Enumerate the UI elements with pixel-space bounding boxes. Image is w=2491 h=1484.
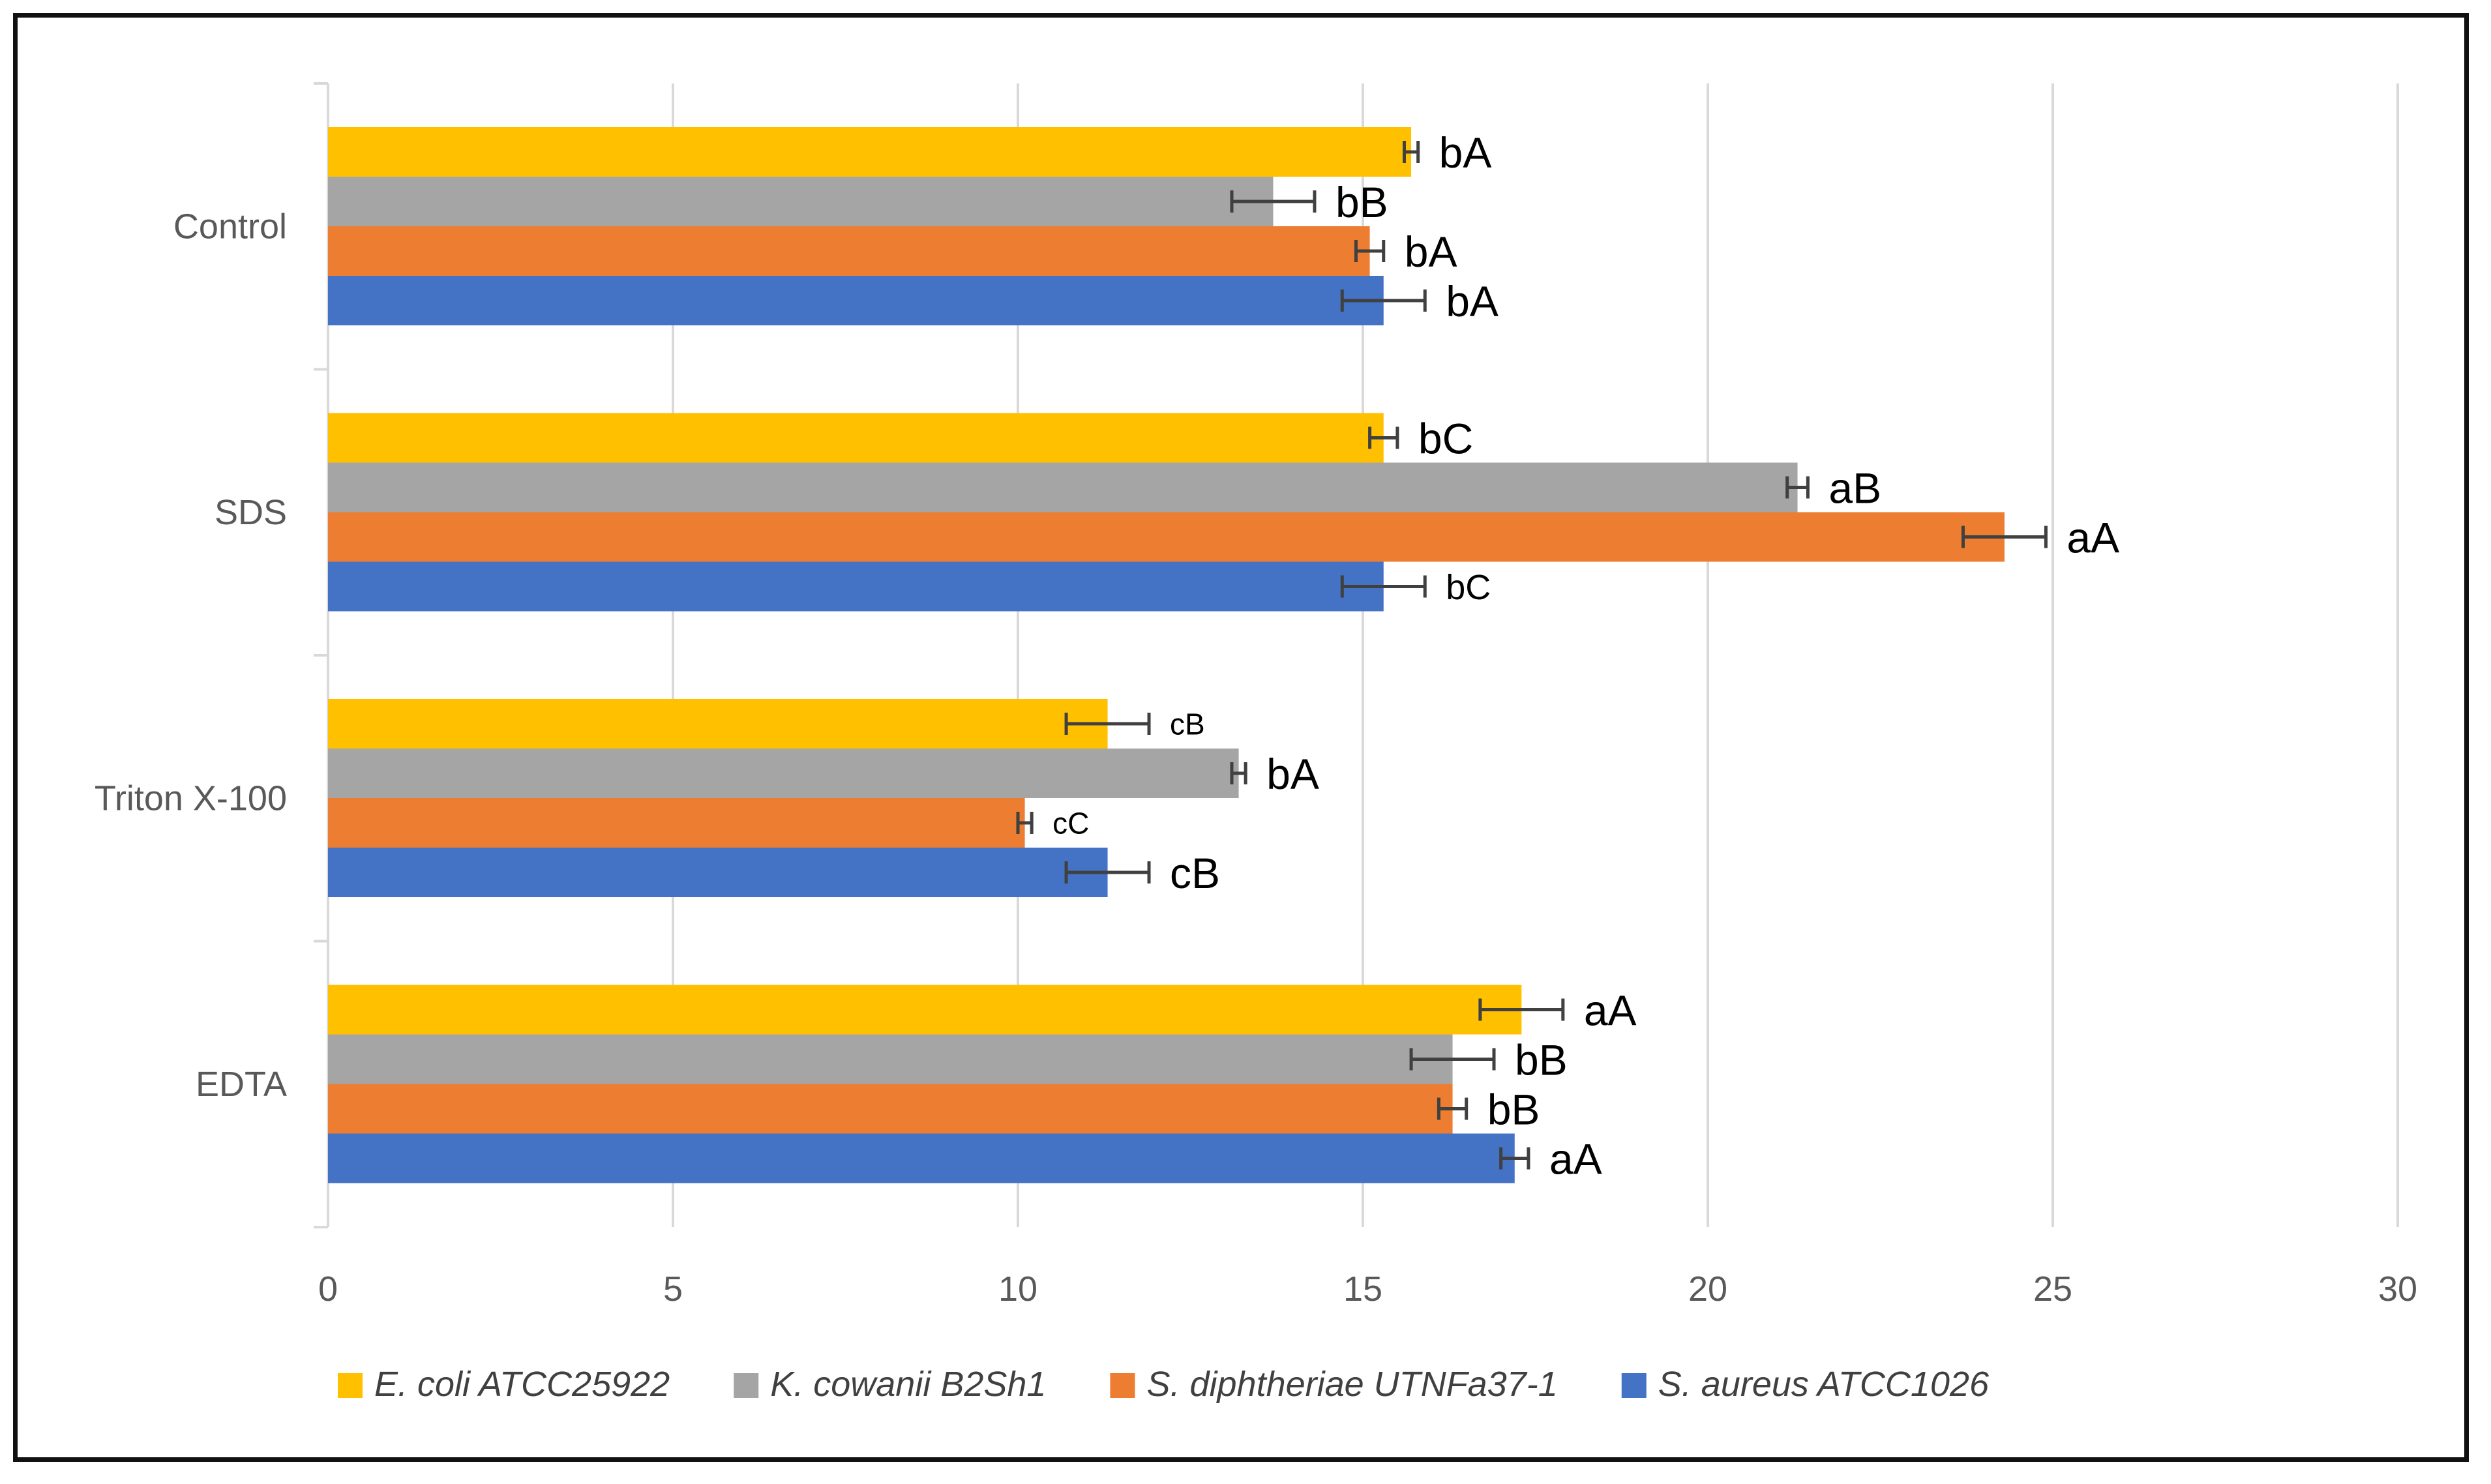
- legend-entry: E. coli ATCC25922: [374, 1365, 670, 1404]
- data-label: cC: [1052, 807, 1089, 840]
- data-label: bC: [1446, 568, 1491, 607]
- legend-entry: S. aureus ATCC1026: [1658, 1365, 1990, 1404]
- data-label: cB: [1170, 707, 1205, 741]
- bar: [328, 561, 1384, 612]
- bar: [328, 1084, 1453, 1134]
- bar: [328, 512, 2005, 562]
- legend-entry: S. diphtheriae UTNFa37-1: [1146, 1365, 1557, 1404]
- category-label: Triton X-100: [95, 779, 287, 818]
- data-label: aA: [1584, 986, 1637, 1034]
- x-tick-label: 20: [1688, 1269, 1727, 1309]
- bar: [328, 127, 1412, 177]
- bar: [328, 413, 1384, 463]
- data-label: cB: [1170, 849, 1220, 897]
- data-label: aB: [1828, 464, 1881, 512]
- category-label: SDS: [215, 493, 287, 532]
- x-tick-label: 30: [2378, 1269, 2417, 1309]
- legend-entry: K. cowanii B2Sh1: [770, 1365, 1046, 1404]
- bar: [328, 1133, 1515, 1183]
- data-label: bA: [1439, 128, 1492, 177]
- bar: [328, 276, 1384, 325]
- category-label: EDTA: [196, 1065, 287, 1104]
- x-tick-label: 5: [663, 1269, 683, 1309]
- x-tick-label: 0: [318, 1269, 338, 1309]
- bar: [328, 798, 1025, 848]
- legend-swatch: [1621, 1373, 1647, 1398]
- x-tick-label: 25: [2033, 1269, 2072, 1309]
- bar: [328, 226, 1370, 276]
- legend-swatch: [734, 1373, 759, 1398]
- bar: [328, 848, 1108, 897]
- data-label: bB: [1515, 1035, 1568, 1084]
- bar: [328, 177, 1274, 226]
- bar: [328, 462, 1798, 512]
- data-label: bB: [1487, 1085, 1540, 1133]
- legend-swatch: [338, 1373, 363, 1398]
- category-label: Control: [173, 207, 287, 246]
- data-label: bA: [1446, 277, 1499, 325]
- bar: [328, 1034, 1453, 1084]
- bar: [328, 749, 1239, 798]
- data-label: aA: [1549, 1135, 1602, 1183]
- data-label: aA: [2066, 513, 2119, 561]
- legend-swatch: [1110, 1373, 1135, 1398]
- bar: [328, 699, 1108, 749]
- data-label: bA: [1266, 750, 1319, 798]
- x-tick-label: 15: [1343, 1269, 1382, 1309]
- bar: [328, 985, 1522, 1035]
- data-label: bC: [1418, 414, 1473, 462]
- data-label: bB: [1335, 178, 1388, 226]
- x-tick-label: 10: [998, 1269, 1037, 1309]
- data-label: bA: [1405, 228, 1457, 276]
